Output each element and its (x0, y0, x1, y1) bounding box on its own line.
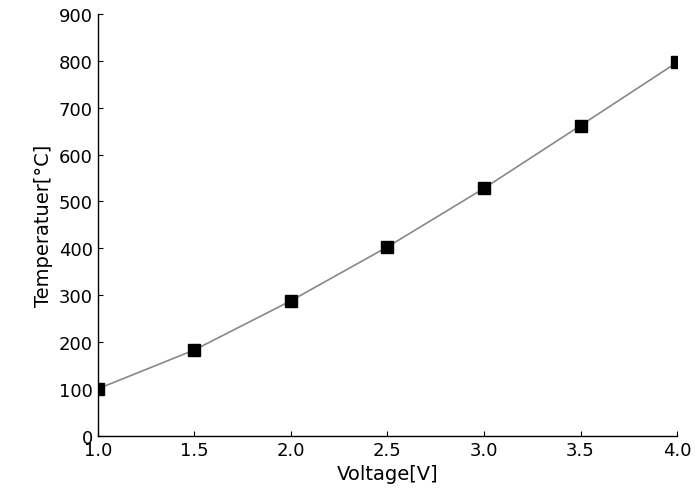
Y-axis label: Temperatuer[°C]: Temperatuer[°C] (34, 144, 53, 307)
X-axis label: Voltage[V]: Voltage[V] (336, 464, 438, 483)
